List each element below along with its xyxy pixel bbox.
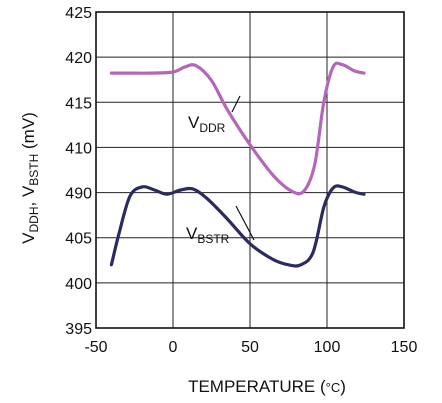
tick-labels: -50 0 50 100 150 395 400 405 490 410 415 420 425 <box>65 5 417 356</box>
leader-line <box>235 205 255 241</box>
series-lines <box>109 61 366 268</box>
y-tick-label: 420 <box>65 50 92 67</box>
x-tick-label: 150 <box>391 339 418 356</box>
y-tick-label: 415 <box>65 95 92 112</box>
x-axis-label: TEMPERATURE (°C) <box>188 377 346 396</box>
y-tick-label: 425 <box>65 5 92 22</box>
grid <box>96 12 404 328</box>
x-tick-label: 0 <box>169 339 178 356</box>
series-annotations: VDDR VBSTR <box>186 95 255 246</box>
y-tick-label: 400 <box>65 276 92 293</box>
y-tick-label: 490 <box>65 186 92 203</box>
leader-line <box>231 95 241 113</box>
series-label-vddr: VDDR <box>188 113 226 135</box>
series-line-vddr <box>109 61 366 196</box>
x-tick-label: -50 <box>84 339 107 356</box>
x-tick-label: 50 <box>241 339 259 356</box>
series-label-vbstr: VBSTR <box>186 224 230 246</box>
x-tick-label: 100 <box>314 339 341 356</box>
y-tick-label: 395 <box>65 321 92 338</box>
series-line-vbstr <box>109 184 366 268</box>
y-tick-label: 405 <box>65 231 92 248</box>
plot-frame <box>95 11 405 329</box>
y-tick-label: 410 <box>65 140 92 157</box>
y-axis-label: VDDH, VBSTH (mV) <box>19 112 41 244</box>
